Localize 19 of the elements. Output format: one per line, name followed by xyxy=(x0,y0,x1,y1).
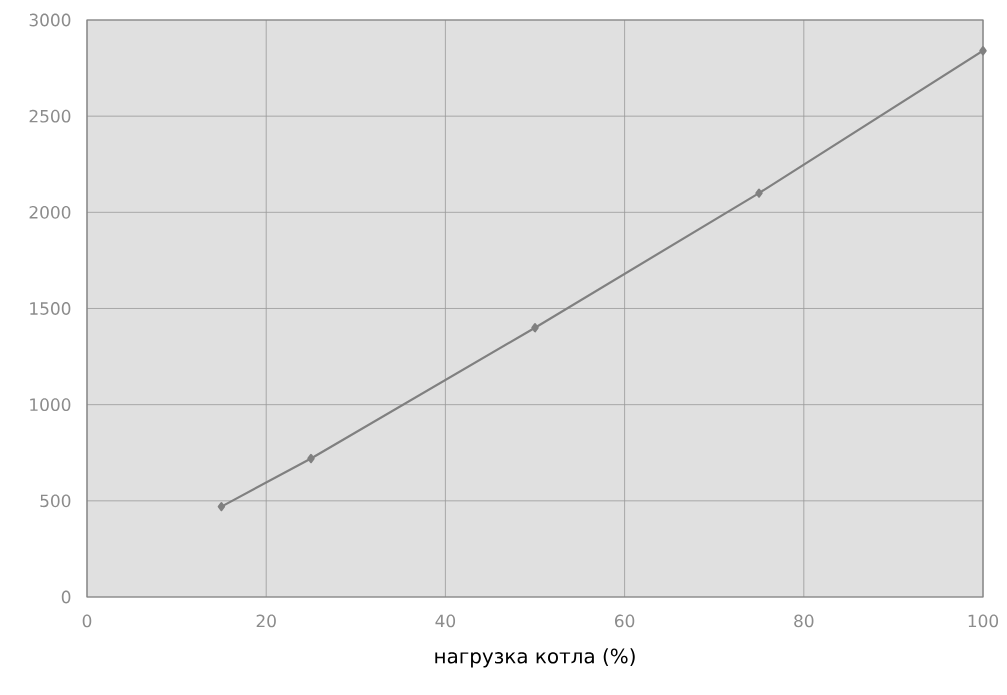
point xyxy=(531,323,539,333)
x-tick-label: 20 xyxy=(256,614,276,628)
y-tick-label: 0 xyxy=(61,590,71,604)
x-tick-label: 80 xyxy=(794,614,814,628)
y-tick-label: 1500 xyxy=(30,302,71,315)
y-tick-label: 2500 xyxy=(29,109,71,123)
point xyxy=(217,502,226,512)
x-axis-title: нагрузка котла (%) xyxy=(435,648,635,668)
x-tick-label: 100 xyxy=(968,614,999,628)
x-tick-label: 60 xyxy=(615,614,635,628)
y-tick-label: 1000 xyxy=(30,398,71,412)
point xyxy=(307,453,315,464)
point xyxy=(755,188,763,198)
point xyxy=(979,46,987,56)
x-tick-label: 0 xyxy=(82,614,92,628)
y-tick-label: 3000 xyxy=(29,13,71,27)
y-tick-label: 500 xyxy=(40,494,71,508)
y-tick-label: 2000 xyxy=(29,205,71,219)
x-tick-label: 40 xyxy=(435,614,456,628)
